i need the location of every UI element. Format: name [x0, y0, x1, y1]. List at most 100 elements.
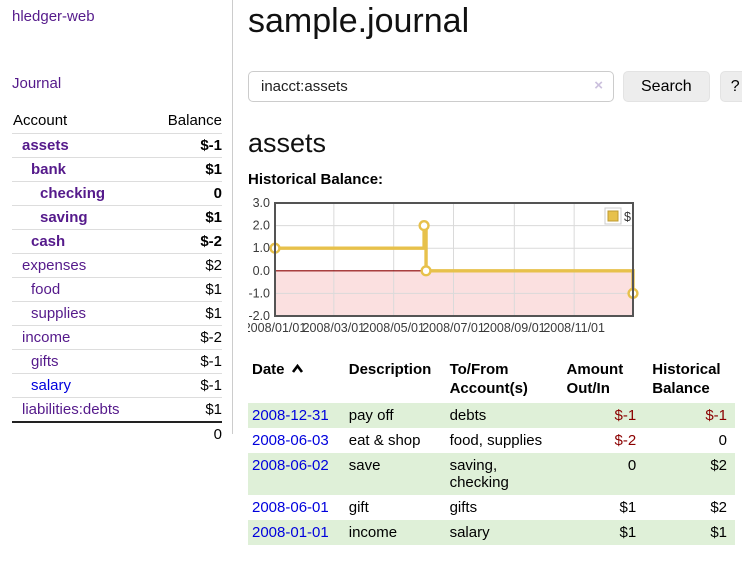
account-link-food[interactable]: food — [31, 281, 61, 298]
page: hledger-web Journal Account Balance asse… — [0, 0, 742, 545]
register-date-link[interactable]: 2008-01-01 — [252, 524, 329, 541]
register-date-link[interactable]: 2008-06-01 — [252, 499, 329, 516]
register-balance-cell: $2 — [710, 499, 727, 516]
chart-x-tick-label: 2008/01/01 — [248, 321, 306, 335]
register-row: 2008-06-02 save saving, checking 0 $2 — [248, 453, 735, 495]
accounts-header-balance: Balance — [167, 112, 222, 129]
accounts-total-row: 0 — [12, 421, 222, 446]
register-date-cell: 2008-06-03 — [248, 428, 341, 453]
accounts-table: Account Balance assets $-1 bank $1 checking 0… — [12, 109, 222, 446]
register-amount-cell: $-1 — [614, 407, 637, 424]
register-accounts-cell: saving, checking — [449, 457, 509, 491]
clear-search-icon[interactable]: × — [594, 77, 603, 94]
account-balance: $-2 — [150, 229, 222, 254]
register-description-cell: gift — [348, 499, 369, 516]
chart-y-tick-label: -2.0 — [248, 309, 270, 323]
account-link-gifts[interactable]: gifts — [31, 353, 59, 370]
register-date-link[interactable]: 2008-06-02 — [252, 457, 329, 474]
account-row: liabilities:debts $1 — [12, 397, 222, 422]
register-balance-cell: $-1 — [705, 407, 727, 424]
account-row: assets $-1 — [12, 133, 222, 158]
account-link-assets[interactable]: assets — [22, 137, 69, 154]
account-row: bank $1 — [12, 157, 222, 182]
chart-y-tick-label: 0.0 — [253, 264, 270, 278]
register-date-link[interactable]: 2008-06-03 — [252, 432, 329, 449]
search-box: × — [248, 71, 614, 102]
chart-x-tick-label: 2008/05/01 — [362, 321, 425, 335]
register-header-date[interactable]: Date — [248, 358, 341, 403]
chart-legend-label: $ — [624, 210, 631, 224]
register-date-link[interactable]: 2008-12-31 — [252, 407, 329, 424]
account-balance: 0 — [150, 181, 222, 206]
account-cell: saving — [12, 205, 151, 230]
account-cell: bank — [12, 157, 151, 182]
account-cell: gifts — [12, 349, 151, 374]
register-description-cell: pay off — [348, 407, 394, 424]
account-link-cash[interactable]: cash — [31, 233, 66, 250]
register-date-cell: 2008-12-31 — [248, 403, 341, 428]
account-row: expenses $2 — [12, 253, 222, 278]
account-row: food $1 — [12, 277, 222, 302]
sidebar-item-journal[interactable]: Journal — [12, 75, 62, 92]
account-balance: $1 — [150, 301, 222, 326]
account-link-bank[interactable]: bank — [31, 161, 67, 178]
account-link-supplies[interactable]: supplies — [31, 305, 87, 322]
main-content: sample.journal × Search ? assets Histori… — [233, 0, 742, 545]
chart-y-tick-label: 3.0 — [253, 198, 270, 210]
account-cell: liabilities:debts — [12, 397, 151, 422]
register-balance-cell: 0 — [718, 432, 727, 449]
account-cell: food — [12, 277, 151, 302]
account-balance: $-1 — [150, 373, 222, 398]
register-description-cell: income — [348, 524, 398, 541]
account-link-liabilities-debts[interactable]: liabilities:debts — [22, 401, 120, 418]
account-balance: $1 — [150, 397, 222, 422]
sidebar: hledger-web Journal Account Balance asse… — [0, 0, 233, 446]
account-link-salary[interactable]: salary — [31, 377, 72, 394]
account-balance: $1 — [150, 157, 222, 182]
account-cell: assets — [12, 133, 151, 158]
app-title-link[interactable]: hledger-web — [12, 8, 95, 25]
chart-x-tick-label: 2008/07/01 — [422, 321, 485, 335]
register-amount-cell: $1 — [619, 524, 637, 541]
chart-y-tick-label: -1.0 — [248, 286, 270, 300]
accounts-total-spacer — [12, 421, 151, 446]
account-balance: $-2 — [150, 325, 222, 350]
search-form: × Search ? — [248, 71, 742, 102]
register-description-cell: eat & shop — [348, 432, 421, 449]
register-accounts-cell: gifts — [449, 499, 478, 516]
account-cell: checking — [12, 181, 151, 206]
account-balance: $-1 — [150, 349, 222, 374]
account-link-saving[interactable]: saving — [40, 209, 88, 226]
register-table: Date Description To/From Account(s) Amou… — [248, 358, 735, 545]
chart-y-tick-label: 2.0 — [253, 219, 270, 233]
account-link-checking[interactable]: checking — [40, 185, 106, 202]
account-balance: $1 — [150, 277, 222, 302]
account-cell: income — [12, 325, 151, 350]
account-heading: assets — [248, 128, 327, 158]
help-button[interactable]: ? — [719, 71, 742, 102]
account-row: saving $1 — [12, 205, 222, 230]
register-description-cell: save — [348, 457, 381, 474]
account-row: supplies $1 — [12, 301, 222, 326]
account-link-income[interactable]: income — [22, 329, 71, 346]
chart-marker — [420, 265, 432, 277]
page-title: sample.journal — [248, 2, 470, 40]
register-date-cell: 2008-06-02 — [248, 453, 341, 495]
chart-marker — [418, 220, 430, 232]
register-header-row: Date Description To/From Account(s) Amou… — [248, 358, 735, 403]
register-accounts-cell: debts — [449, 407, 487, 424]
register-header-amount: Amount Out/In — [566, 361, 624, 397]
register-accounts-cell: food, supplies — [449, 432, 543, 449]
chart-y-tick-label: 1.0 — [253, 241, 270, 255]
chart-title: Historical Balance: — [248, 171, 384, 188]
account-cell: supplies — [12, 301, 151, 326]
register-header-description: Description — [348, 361, 432, 378]
account-link-expenses[interactable]: expenses — [22, 257, 87, 274]
register-row: 2008-01-01 income salary $1 $1 — [248, 520, 735, 545]
account-row: salary $-1 — [12, 373, 222, 398]
account-row: checking 0 — [12, 181, 222, 206]
register-balance-cell: $2 — [710, 457, 727, 474]
search-button[interactable]: Search — [623, 71, 710, 102]
accounts-header-account: Account — [13, 112, 68, 129]
search-input[interactable] — [248, 71, 614, 102]
